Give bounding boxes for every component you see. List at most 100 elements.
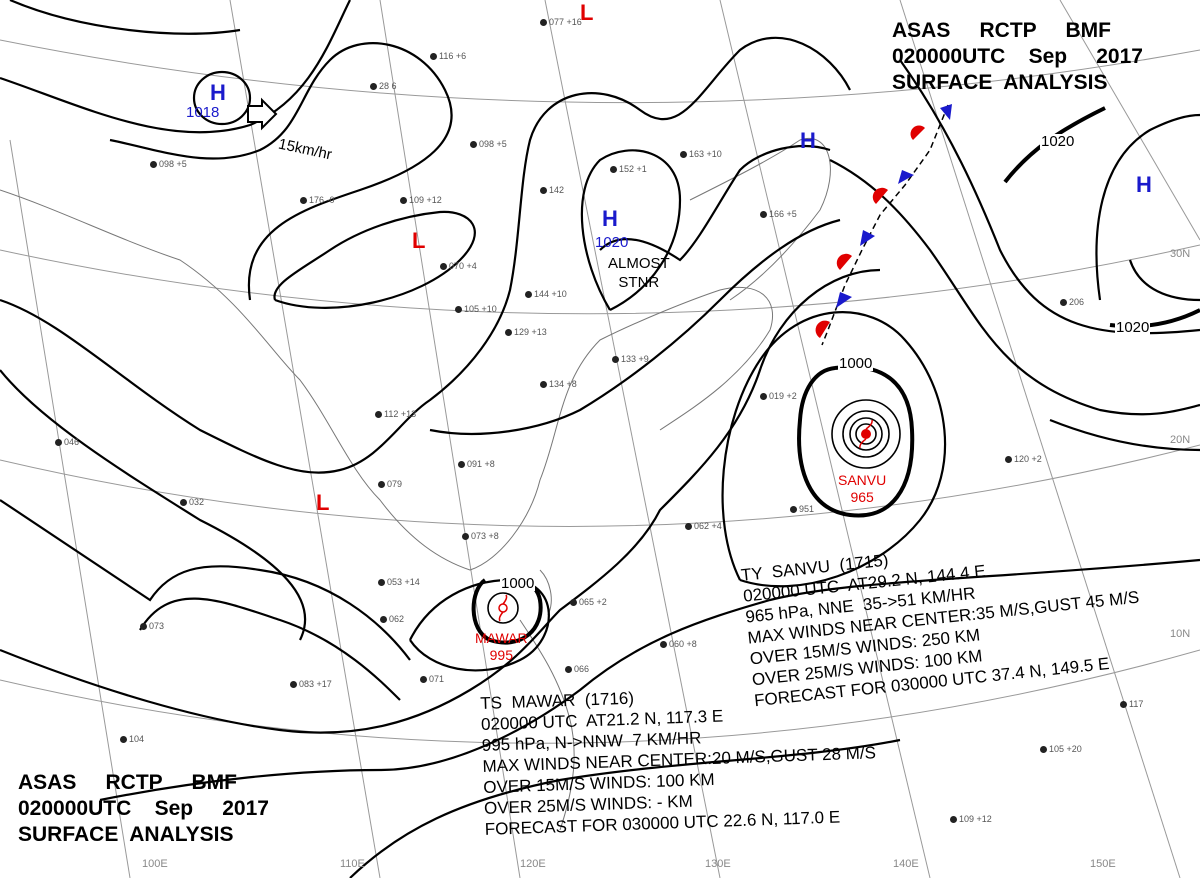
high-pressure-center: H <box>210 80 226 105</box>
station-value: 112 +13 <box>384 409 417 419</box>
longitude-label: 120E <box>520 858 546 870</box>
low-pressure-center: L <box>316 490 330 515</box>
station-dot-icon <box>540 19 547 27</box>
stationary-front <box>815 104 952 346</box>
station-dot-icon <box>525 291 532 299</box>
stationary-note-line: STNR <box>618 274 660 291</box>
station-value: 105 +20 <box>1049 744 1082 754</box>
meridian-120e <box>379 0 521 878</box>
station-dot-icon <box>760 393 767 401</box>
station-dot-icon <box>505 329 512 337</box>
station-plot: 046 <box>55 438 79 447</box>
station-value: 053 +14 <box>387 577 420 587</box>
station-value: 066 <box>574 664 590 674</box>
station-plot: 105 +10 <box>455 305 497 314</box>
station-plot: 104 <box>120 735 144 744</box>
meridian-100e <box>9 139 131 878</box>
station-plot: 066 <box>565 665 589 674</box>
station-dot-icon <box>950 816 957 824</box>
isobar <box>409 578 550 672</box>
station-dot-icon <box>150 161 157 169</box>
isobar-label-1020: 1020 <box>1115 319 1151 336</box>
isobars-1000-1020 <box>471 106 1200 645</box>
header-line: ASAS RCTP BMF <box>892 19 1111 42</box>
station-value: 163 +10 <box>689 149 722 159</box>
station-value: 104 <box>129 734 145 744</box>
pressure-value: 1018 <box>186 104 220 121</box>
station-value: 142 <box>549 185 565 195</box>
station-value: 120 +2 <box>1014 454 1042 464</box>
station-value: 032 <box>189 497 205 507</box>
station-dot-icon <box>1060 299 1067 307</box>
storm-name: SANVU <box>838 472 887 488</box>
pressure-value: 1020 <box>595 234 629 251</box>
parallel-20n <box>0 444 1200 527</box>
station-dot-icon <box>378 579 385 587</box>
isobar <box>1049 418 1200 452</box>
isobar <box>0 499 411 661</box>
coastline-asia <box>0 189 774 571</box>
isobar <box>0 0 351 134</box>
front-warm-semicircles <box>815 125 925 338</box>
station-value: 070 +4 <box>449 261 477 271</box>
typhoon-sanvu-icon <box>859 419 873 449</box>
high-pressure-center: H <box>1136 172 1152 197</box>
station-plot: 109 +12 <box>950 815 992 824</box>
station-dot-icon <box>1120 701 1127 709</box>
station-value: 083 +17 <box>299 679 332 689</box>
meridian-130e <box>544 0 721 878</box>
station-plot: 163 +10 <box>680 150 722 159</box>
low-pressure-center: L <box>580 0 594 25</box>
sanvu-label: SANVU 965 <box>838 472 886 506</box>
stationary-note-line: ALMOST <box>608 255 670 272</box>
station-plot: 071 <box>420 675 444 684</box>
station-plot: 152 +1 <box>610 165 647 174</box>
longitude-label: 150E <box>1090 858 1116 870</box>
isobar <box>9 0 241 35</box>
station-plot: 134 +8 <box>540 380 577 389</box>
isobar <box>1128 259 1200 302</box>
isobar-1000-mawar <box>471 578 543 645</box>
station-dot-icon <box>378 481 385 489</box>
station-plot: 060 +8 <box>660 640 697 649</box>
station-dot-icon <box>610 166 617 174</box>
station-plot: 098 +5 <box>150 160 187 169</box>
storm-name: MAWAR <box>475 630 528 646</box>
station-value: 065 +2 <box>579 597 607 607</box>
station-value: 951 <box>799 504 815 514</box>
station-plot: 098 +5 <box>470 140 507 149</box>
station-plot: 083 +17 <box>290 680 332 689</box>
latitude-label: 20N <box>1170 434 1191 446</box>
motion-arrow-icon <box>247 97 278 131</box>
header-line: 020000UTC Sep 2017 <box>18 797 269 820</box>
header-line: 020000UTC Sep 2017 <box>892 45 1143 68</box>
station-value: 28 6 <box>379 81 397 91</box>
station-plot: 951 <box>790 505 814 514</box>
station-value: 116 +6 <box>439 51 467 61</box>
storm-pressure: 995 <box>489 647 513 663</box>
isobar <box>0 369 307 641</box>
coastlines <box>0 137 831 831</box>
station-plot: 073 +8 <box>462 532 499 541</box>
station-value: 129 +13 <box>514 327 547 337</box>
station-dot-icon <box>120 736 127 744</box>
station-plot: 062 <box>380 615 404 624</box>
station-value: 091 +8 <box>467 459 495 469</box>
station-dot-icon <box>760 211 767 219</box>
station-dot-icon <box>685 523 692 531</box>
station-value: 117 <box>1129 699 1144 709</box>
station-dot-icon <box>470 141 477 149</box>
isobar <box>273 210 476 309</box>
station-plot: 116 +6 <box>430 52 466 61</box>
header-line: SURFACE ANALYSIS <box>892 71 1108 94</box>
station-value: 060 +8 <box>669 639 697 649</box>
station-plot: 062 +4 <box>685 522 722 531</box>
isobar <box>349 738 901 878</box>
meridian-140e <box>719 0 931 878</box>
station-value: 109 +12 <box>409 195 442 205</box>
low-pressure-center: L <box>412 228 426 253</box>
station-dot-icon <box>565 666 572 674</box>
isobar-sanvu-outer <box>721 311 947 588</box>
